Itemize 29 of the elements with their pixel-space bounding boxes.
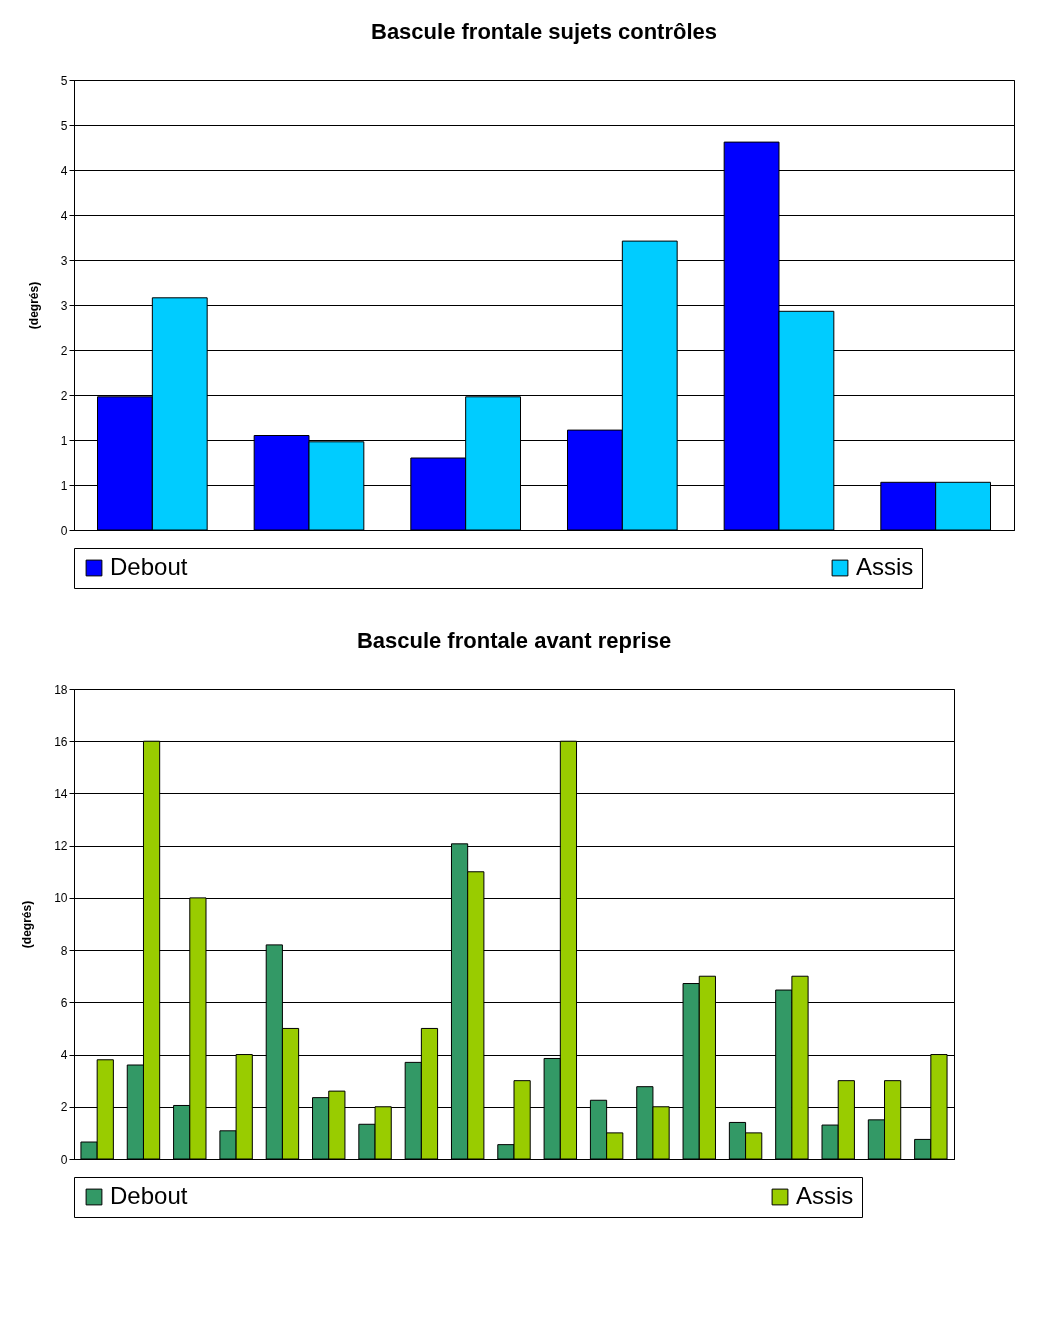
y-tick-label: 18 [54,682,68,697]
y-tick-label: 10 [54,891,68,906]
y-axis-title: (degrés) [26,281,41,330]
y-tick-label: 4 [60,163,68,178]
y-tick-label: 0 [60,523,68,538]
y-tick-label: 16 [54,734,68,749]
y-tick-label: 1 [60,478,68,493]
y-tick-label: 8 [60,943,68,958]
y-tick-label: 0 [60,1152,68,1167]
y-tick-label: 2 [60,388,68,403]
legend-label: Assis [856,553,914,580]
legend-label: Assis [796,1182,854,1209]
legend-label: Debout [110,553,188,580]
y-tick-label: 5 [60,73,68,88]
y-tick-label: 4 [60,208,68,223]
y-tick-label: 5 [60,118,68,133]
legend-label: Debout [110,1182,188,1209]
y-tick-label: 6 [60,995,68,1010]
y-tick-label: 12 [54,839,68,854]
y-tick-label: 4 [60,1048,68,1063]
chart-title: Bascule frontale sujets contrôles [371,19,717,44]
y-tick-label: 2 [60,343,68,358]
y-axis-title: (degrés) [20,900,35,949]
y-tick-label: 1 [60,433,68,448]
y-tick-label: 14 [54,786,68,801]
chart-title: Bascule frontale avant reprise [356,628,672,653]
y-tick-label: 2 [60,1100,68,1115]
y-tick-label: 3 [60,298,68,313]
y-tick-label: 3 [60,253,68,268]
